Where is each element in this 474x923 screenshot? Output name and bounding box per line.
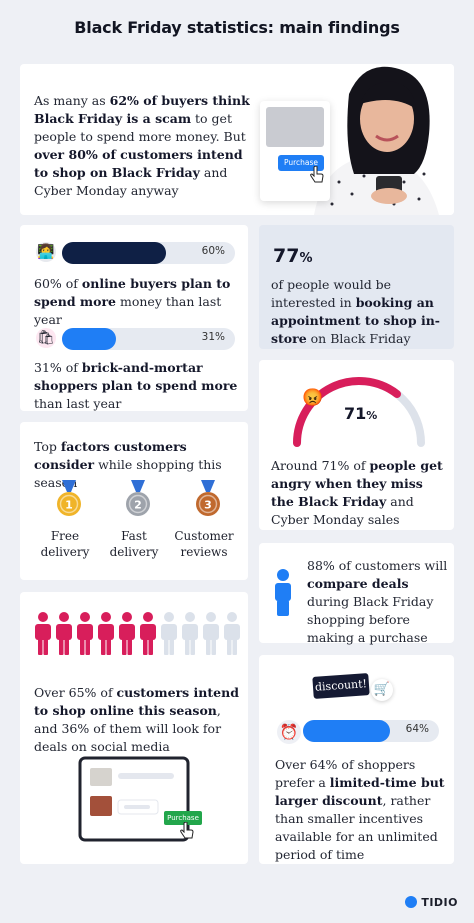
discount-bar: 64%: [303, 720, 439, 742]
shopping-bags-icon: 🛍: [36, 328, 56, 348]
factors-card: Top factors customers consider while sho…: [20, 422, 248, 580]
person-filled: [35, 612, 51, 655]
hero-text: As many as 62% of buyers think Black Fri…: [34, 93, 250, 198]
appointment-stat-card: 77% of people would be interested in boo…: [259, 225, 454, 349]
shopping-cart-icon: 🛒: [371, 679, 393, 701]
svg-text:2: 2: [134, 499, 142, 512]
person-empty: [182, 612, 198, 655]
online-spend-value: 60%: [201, 245, 225, 257]
tidio-logo-icon: [405, 896, 418, 908]
factor-fast-delivery: Fast delivery: [109, 529, 159, 559]
discount-card: discount! 🛒 ⏰ 64% Over 64% of shoppers p…: [259, 655, 454, 864]
person-empty: [224, 612, 240, 655]
angry-face-icon: 😡: [302, 388, 324, 408]
product-card: [260, 101, 330, 201]
online-spend-text: 60% of online buyers plan to spend more …: [34, 276, 231, 327]
factor-customer-reviews: Customer reviews: [174, 529, 234, 559]
store-spend-text: 31% of brick-and-mortar shoppers plan to…: [34, 360, 238, 411]
medal-3-icon: 3: [196, 480, 220, 516]
online-shoppers-text: Over 65% of customers intend to shop onl…: [34, 685, 239, 754]
discount-text: Over 64% of shoppers prefer a limited-ti…: [275, 757, 445, 862]
discount-bar-value: 64%: [405, 723, 429, 735]
discount-tag: discount!: [312, 673, 370, 699]
appointment-stat-text: of people would be interested in booking…: [271, 277, 440, 346]
online-shoppers-card: Over 65% of customers intend to shop onl…: [20, 592, 248, 864]
product-image: [266, 107, 324, 147]
tidio-logo-text: TIDIO: [421, 896, 458, 909]
compare-deals-card: 88% of customers will compare deals duri…: [259, 543, 454, 645]
laptop-purchase-button[interactable]: Purchase: [164, 811, 202, 825]
online-spend-bar-fill: [62, 242, 166, 264]
gauge-chart: [293, 377, 425, 447]
appointment-stat-value: 77%: [273, 245, 313, 267]
store-spend-bar-fill: [62, 328, 116, 350]
person-filled: [98, 612, 114, 655]
purchase-button[interactable]: Purchase: [278, 155, 324, 171]
factor-free-delivery: Free delivery: [40, 529, 90, 559]
person-filled: [77, 612, 93, 655]
laptop-user-icon: 👩‍💻: [36, 242, 56, 262]
person-icon: [275, 569, 291, 616]
laptop-screen-illustration: [78, 756, 190, 842]
spending-bars-card: 👩‍💻 60% 60% of online buyers plan to spe…: [20, 225, 248, 411]
alarm-clock-icon: ⏰: [277, 720, 301, 744]
svg-text:3: 3: [204, 499, 212, 512]
store-spend-value: 31%: [201, 331, 225, 343]
person-filled: [140, 612, 156, 655]
person-filled: [119, 612, 135, 655]
compare-deals-text: 88% of customers will compare deals duri…: [307, 558, 448, 645]
discount-bar-fill: [303, 720, 391, 742]
person-empty: [203, 612, 219, 655]
hero-card: As many as 62% of buyers think Black Fri…: [20, 64, 454, 215]
angry-gauge-card: 😡 71% Around 71% of people get angry whe…: [259, 360, 454, 530]
medal-2-icon: 2: [126, 480, 150, 516]
svg-text:1: 1: [65, 499, 73, 512]
people-chart: [35, 612, 240, 655]
medal-1-icon: 1: [57, 480, 81, 516]
page-title: Black Friday statistics: main findings: [74, 18, 400, 37]
angry-gauge-value: 71%: [344, 404, 378, 423]
gauge-fill: [293, 377, 401, 447]
person-empty: [161, 612, 177, 655]
hand-cursor-icon: [180, 822, 194, 839]
store-spend-bar: 31%: [62, 328, 235, 350]
person-filled: [56, 612, 72, 655]
tidio-logo: TIDIO: [405, 896, 458, 909]
online-spend-bar: 60%: [62, 242, 235, 264]
hand-cursor-icon: [310, 166, 324, 183]
angry-gauge-text: Around 71% of people get angry when they…: [271, 458, 443, 527]
